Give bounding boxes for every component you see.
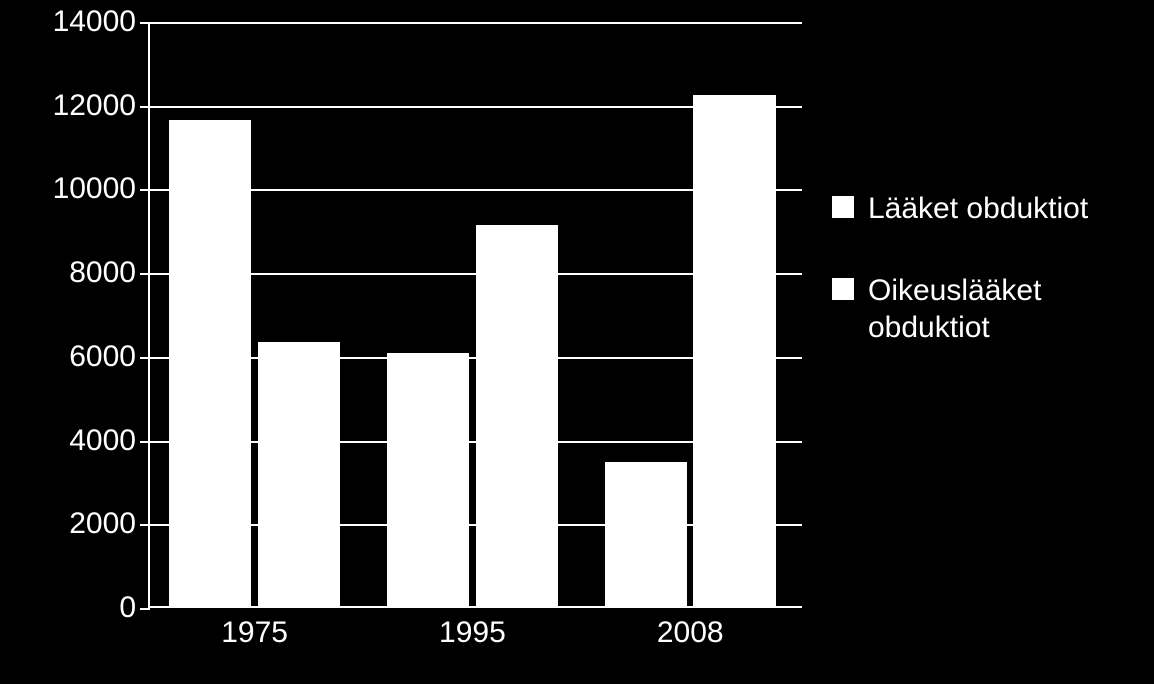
y-tick-label: 4000: [69, 424, 136, 458]
bar: [605, 462, 687, 606]
y-tick: [140, 357, 150, 359]
bar: [387, 353, 469, 606]
x-tick-label: 1975: [221, 616, 288, 650]
legend-label: Lääket obduktiot: [868, 190, 1088, 228]
y-tick-label: 14000: [53, 5, 136, 39]
bar: [476, 225, 558, 606]
y-tick: [140, 273, 150, 275]
y-tick-label: 8000: [69, 256, 136, 290]
legend-item: Lääket obduktiot: [832, 190, 1088, 228]
y-tick-label: 0: [119, 591, 136, 625]
legend-item: Oikeuslääket obduktiot: [832, 272, 1088, 347]
legend-swatch: [832, 278, 854, 300]
y-tick-label: 12000: [53, 89, 136, 123]
y-tick: [140, 524, 150, 526]
y-tick: [140, 189, 150, 191]
y-tick: [140, 441, 150, 443]
bar: [169, 120, 251, 606]
y-tick: [140, 608, 150, 610]
x-tick-label: 1995: [439, 616, 506, 650]
legend-label: Oikeuslääket obduktiot: [868, 272, 1041, 347]
y-tick-label: 10000: [53, 172, 136, 206]
x-tick-label: 2008: [657, 616, 724, 650]
bar-chart: 0 2000 4000 6000 8000 10000 12000 14000 1975 1995…: [0, 0, 1154, 684]
y-tick: [140, 22, 150, 24]
y-tick-label: 6000: [69, 340, 136, 374]
plot-area: 0200040006000800010000120001400019751995…: [148, 22, 802, 608]
gridline: [150, 22, 802, 24]
legend: Lääket obduktiot Oikeuslääket obduktiot: [832, 190, 1088, 347]
y-tick-label: 2000: [69, 507, 136, 541]
bar: [258, 342, 340, 606]
legend-swatch: [832, 196, 854, 218]
bar: [693, 95, 775, 606]
y-tick: [140, 106, 150, 108]
